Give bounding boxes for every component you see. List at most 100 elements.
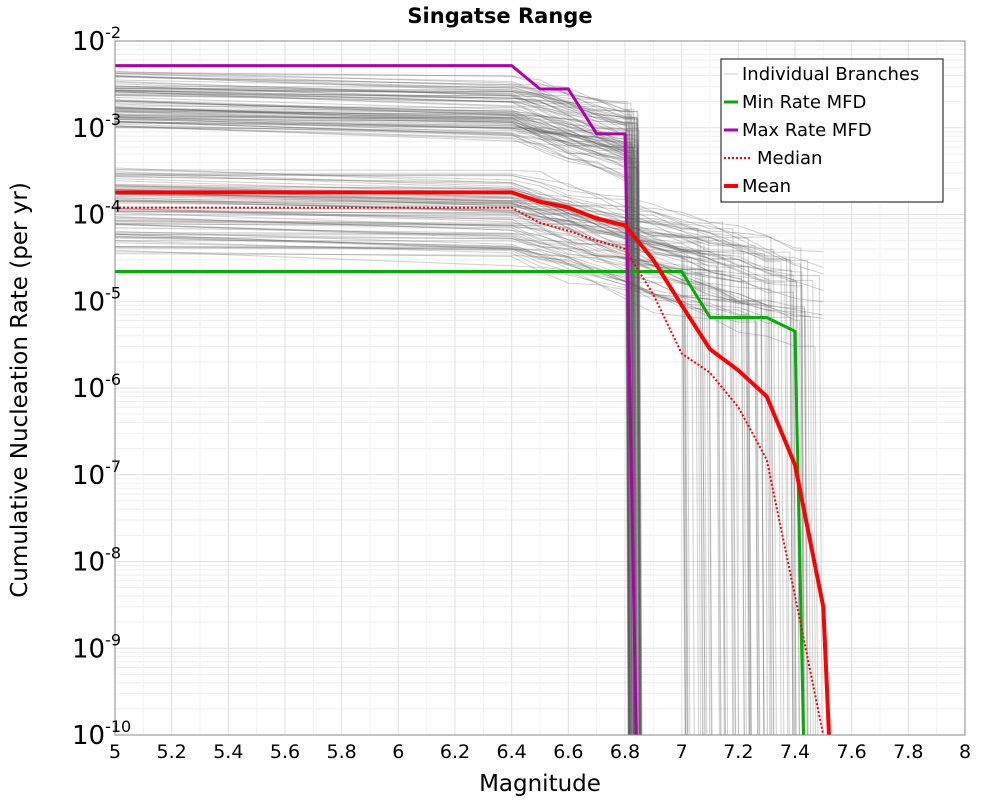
branch-line <box>114 249 808 736</box>
branch-line <box>114 211 773 736</box>
branch-line <box>114 79 631 736</box>
x-tick-label: 8 <box>959 741 971 763</box>
branch-line <box>114 222 721 736</box>
branch-line <box>114 109 638 736</box>
branch-line <box>114 195 686 736</box>
branch-line <box>114 73 635 736</box>
chart-title: Singatse Range <box>407 4 592 28</box>
branch-line <box>114 107 634 736</box>
y-tick-label: 10-2 <box>72 23 121 57</box>
branch-line <box>114 176 790 736</box>
branch-line <box>114 121 636 736</box>
x-axis-label: Magnitude <box>479 771 601 797</box>
branch-line <box>114 246 751 736</box>
branch-line <box>114 169 772 736</box>
branch-line <box>114 212 824 319</box>
series-line-mean <box>115 190 831 736</box>
branch-line <box>114 87 635 736</box>
branch-line <box>114 94 638 736</box>
branch-line <box>114 236 760 736</box>
branch-line <box>114 85 633 736</box>
branch-line <box>114 121 636 736</box>
branch-line <box>114 175 789 736</box>
x-tick-label: 7.6 <box>837 741 867 763</box>
y-tick-label: 10-10 <box>72 717 131 751</box>
branch-line <box>114 171 745 736</box>
branch-line <box>114 189 712 736</box>
y-tick-label: 10-4 <box>72 197 121 231</box>
branch-line <box>114 206 722 736</box>
branch-line <box>114 192 794 736</box>
branch-line <box>114 237 819 736</box>
branch-line <box>114 89 633 736</box>
branch-line <box>115 173 824 275</box>
series-layer <box>115 64 831 736</box>
branch-line <box>114 218 720 736</box>
branch-line <box>114 70 641 736</box>
branch-line <box>114 116 640 736</box>
y-tick-label: 10-7 <box>72 457 121 491</box>
x-axis-ticks: 5 5.2 5.4 5.6 5.8 6 6.2 6.4 6.6 6.8 7 7.2 7.4 7.6 7.8 8 <box>109 741 971 763</box>
branch-line <box>114 115 638 736</box>
branch-line <box>114 75 639 736</box>
branch-line <box>114 102 634 736</box>
series-line-max-rate-mfd <box>115 64 638 736</box>
branch-line <box>114 214 700 736</box>
branch-line <box>114 99 641 736</box>
branch-line <box>114 192 777 736</box>
branch-line <box>114 193 704 736</box>
branch-line <box>114 227 803 736</box>
branch-line <box>114 175 824 253</box>
branch-line <box>114 251 759 736</box>
branch-line <box>114 172 785 736</box>
branch-line <box>114 103 637 736</box>
branch-line <box>114 189 706 736</box>
branch-line <box>114 106 631 736</box>
branch-line <box>114 211 713 736</box>
branch-line <box>114 107 631 736</box>
legend-label: Individual Branches <box>742 64 919 85</box>
legend-label: Min Rate MFD <box>742 92 866 113</box>
branch-line <box>114 109 642 736</box>
branch-line <box>114 233 752 736</box>
x-tick-label: 6.6 <box>553 741 583 763</box>
y-axis-ticks: 10-2 10-3 10-4 10-5 10-6 10-7 10-8 10-9 10-10 <box>72 23 131 751</box>
branch-line <box>114 223 797 736</box>
branch-line <box>114 194 800 736</box>
branch-line <box>114 86 633 736</box>
plot-frame <box>114 40 966 736</box>
branch-line <box>114 113 637 736</box>
branch-line <box>114 253 782 736</box>
branch-line <box>114 75 637 736</box>
branch-line <box>114 72 635 736</box>
branch-line <box>114 119 632 736</box>
branch-line <box>114 184 775 736</box>
x-tick-label: 5.8 <box>327 741 357 763</box>
branch-line <box>114 233 765 736</box>
y-tick-label: 10-5 <box>72 283 121 317</box>
x-tick-label: 7.4 <box>780 741 810 763</box>
branch-line <box>114 87 629 736</box>
x-tick-label: 5.4 <box>213 741 243 763</box>
branch-line <box>114 118 641 736</box>
y-tick-label: 10-3 <box>72 110 121 144</box>
x-tick-label: 6.2 <box>440 741 470 763</box>
branch-line <box>114 219 687 736</box>
branch-line <box>114 83 638 736</box>
branch-line <box>114 207 735 736</box>
branch-line <box>114 91 631 736</box>
branch-line <box>114 88 642 736</box>
branch-line <box>114 192 729 736</box>
branch-line <box>114 174 794 736</box>
branch-line <box>114 113 635 736</box>
branch-line <box>114 197 759 736</box>
branch-line <box>114 199 725 736</box>
branch-line <box>114 178 823 736</box>
branch-line <box>114 188 726 736</box>
branch-line <box>114 216 689 736</box>
branch-line <box>114 125 633 736</box>
branch-line <box>114 110 636 736</box>
branch-line <box>114 223 824 303</box>
x-tick-label: 6.4 <box>497 741 527 763</box>
